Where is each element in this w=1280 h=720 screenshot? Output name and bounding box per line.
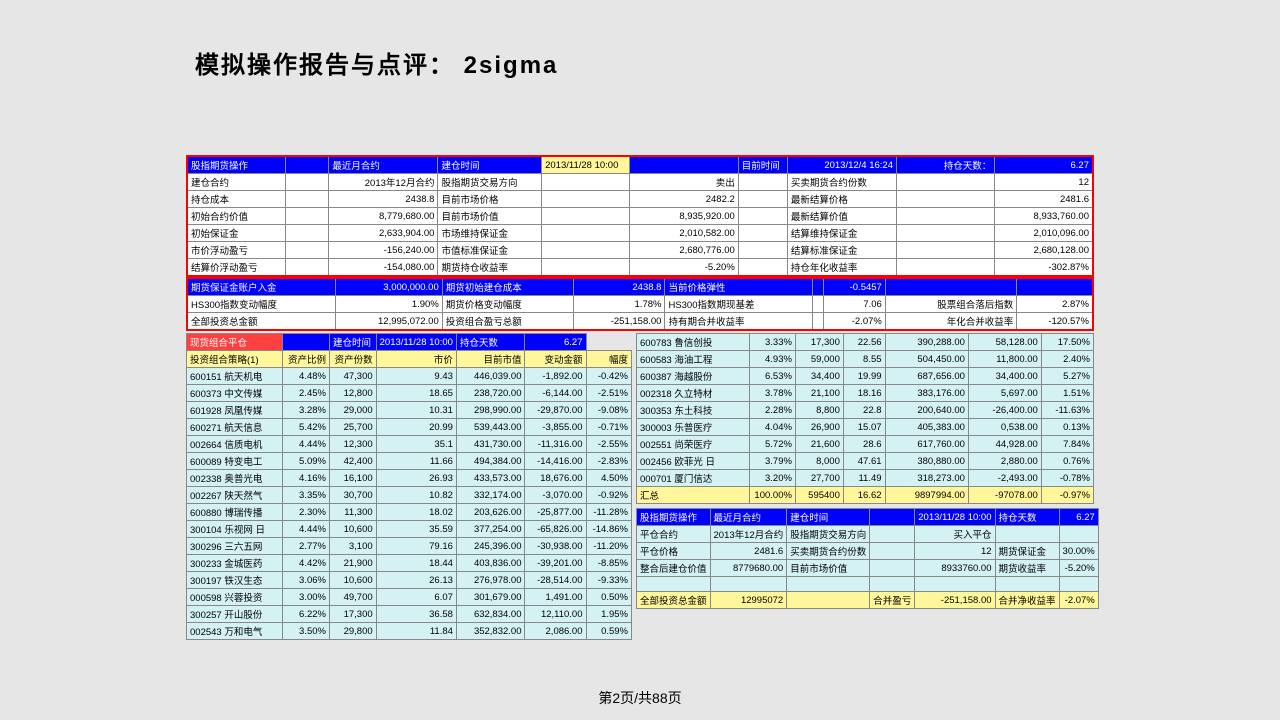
futures-operation-table: 股指期货操作最近月合约建仓时间2013/11/28 10:00目前时间2013/…: [186, 155, 1094, 277]
margin-account-table: 期货保证金账户入金3,000,000.00期货初始建仓成本2438.8当前价格弹…: [186, 277, 1094, 331]
page-title: 模拟操作报告与点评： 2sigma: [195, 45, 558, 80]
report-content: 股指期货操作最近月合约建仓时间2013/11/28 10:00目前时间2013/…: [186, 155, 1094, 640]
portfolio-right-table: 600783 鲁信创投3.33%17,30022.56390,288.0058,…: [636, 333, 1094, 504]
futures-close-table: 股指期货操作最近月合约建仓时间2013/11/28 10:00持仓天数6.27 …: [636, 508, 1099, 609]
portfolio-left-table: 现货组合平仓建仓时间2013/11/28 10:00持仓天数6.27 投资组合策…: [186, 333, 632, 640]
page-footer: 第2页/共88页: [0, 688, 1280, 708]
